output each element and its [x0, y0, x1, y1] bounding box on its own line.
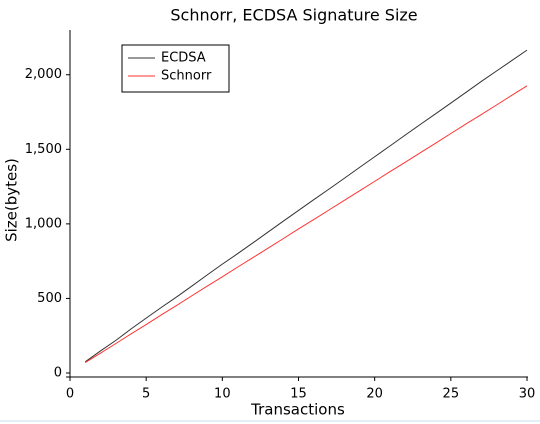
data-line: [84, 85, 528, 363]
x-tick-label: 10: [214, 387, 231, 402]
legend-label: Schnorr: [161, 69, 212, 84]
y-tick-label: 1,000: [25, 216, 62, 231]
y-tick-label: 0: [54, 366, 62, 381]
x-tick-label: 0: [66, 387, 74, 402]
legend-box: [121, 44, 230, 93]
y-axis-label: Size(bytes): [3, 158, 21, 242]
data-line: [84, 49, 528, 363]
x-tick-label: 15: [290, 387, 307, 402]
legend-label: ECDSA: [161, 51, 206, 66]
x-tick-label: 20: [366, 387, 383, 402]
chart-title: Schnorr, ECDSA Signature Size: [170, 6, 417, 25]
x-axis-label: Transactions: [250, 401, 345, 419]
x-tick-label: 30: [519, 387, 536, 402]
y-tick-label: 500: [37, 291, 62, 306]
x-tick-label: 5: [142, 387, 150, 402]
y-tick-label: 2,000: [25, 67, 62, 82]
y-tick-label: 1,500: [25, 142, 62, 157]
x-tick-label: 25: [443, 387, 460, 402]
